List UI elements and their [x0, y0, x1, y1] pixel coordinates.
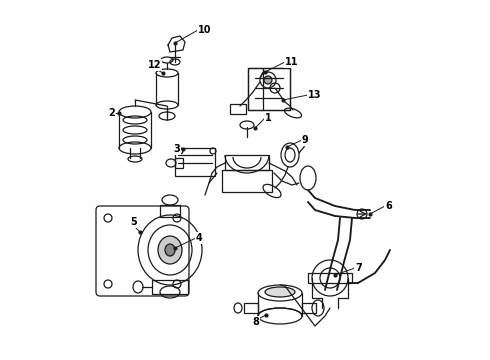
- Text: 6: 6: [385, 201, 392, 211]
- Bar: [222, 170, 272, 192]
- Text: 3: 3: [173, 144, 180, 154]
- Bar: [175, 148, 215, 176]
- Bar: [225, 155, 269, 170]
- Text: 1: 1: [265, 113, 272, 123]
- Text: 9: 9: [302, 135, 309, 145]
- Text: 10: 10: [198, 25, 212, 35]
- Text: 13: 13: [308, 90, 321, 100]
- Text: 12: 12: [148, 60, 162, 70]
- Bar: [175, 158, 183, 168]
- Text: 7: 7: [355, 263, 362, 273]
- Ellipse shape: [165, 244, 175, 256]
- Text: 8: 8: [252, 317, 259, 327]
- Text: 2: 2: [108, 108, 115, 118]
- Bar: [230, 104, 246, 114]
- Bar: [152, 280, 188, 294]
- Text: 5: 5: [130, 217, 137, 227]
- Ellipse shape: [158, 236, 182, 264]
- Text: 4: 4: [196, 233, 203, 243]
- Circle shape: [264, 76, 272, 84]
- Bar: [302, 303, 316, 313]
- Text: 11: 11: [285, 57, 298, 67]
- Bar: [248, 68, 290, 110]
- Bar: [160, 205, 180, 217]
- Bar: [244, 303, 258, 313]
- Bar: [308, 273, 352, 283]
- Ellipse shape: [265, 287, 295, 297]
